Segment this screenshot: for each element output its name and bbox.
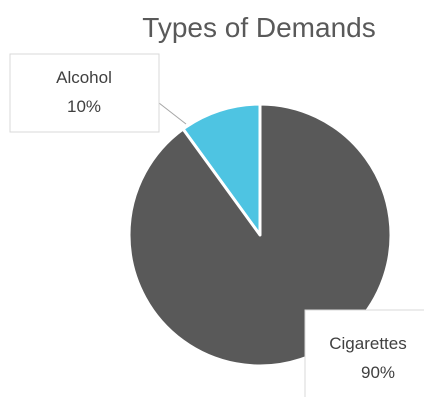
alcohol-callout-box (9, 53, 160, 133)
pie-slice-alcohol (181, 102, 262, 237)
chart-title: Types of Demands (142, 12, 375, 43)
alcohol-leader-line (158, 102, 187, 125)
cigarettes-callout: Cigarettes 90% (304, 309, 424, 397)
cigarettes-callout-box (304, 309, 424, 397)
pie-slices (127, 102, 393, 368)
cigarettes-slice-label: Cigarettes (329, 334, 406, 353)
alcohol-callout: Alcohol 10% (9, 53, 160, 133)
alcohol-slice-label: Alcohol (56, 68, 112, 87)
alcohol-slice-value: 10% (67, 97, 101, 116)
pie-slice-cigarettes (127, 102, 393, 368)
cigarettes-slice-value: 90% (361, 363, 395, 382)
